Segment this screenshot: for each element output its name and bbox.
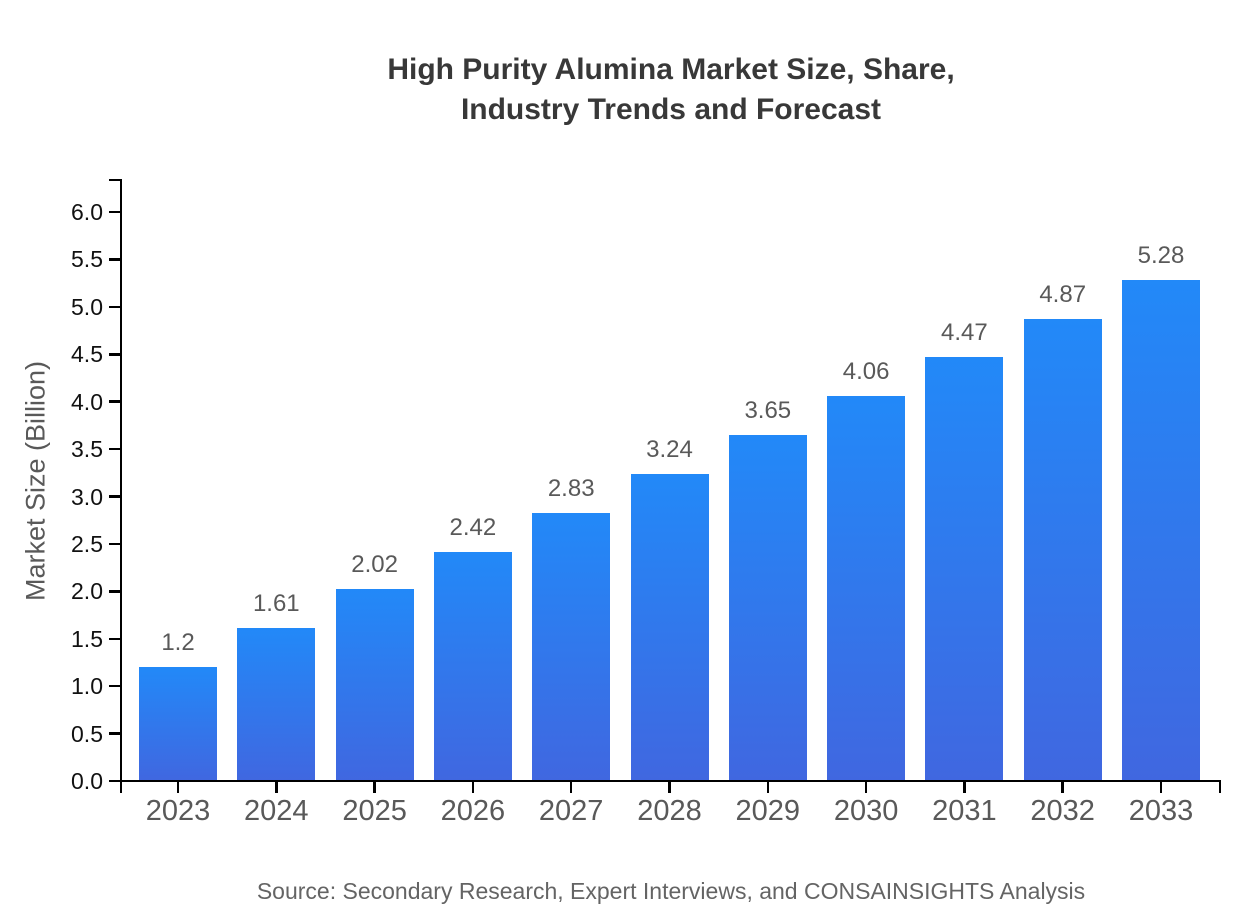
x-tick-label: 2027 [538,795,604,827]
y-tick-label: 0.5 [71,720,103,747]
y-axis-top-cap [109,178,121,182]
x-tick-mark [1061,781,1064,793]
bar-2027 [532,512,611,781]
bar-2025 [335,589,414,781]
x-tick-mark [471,781,475,793]
x-tick-mark [373,781,376,793]
bar-2024 [237,628,316,781]
bar-2032 [1023,319,1102,781]
x-tick-mark [275,781,278,793]
x-tick-mark [569,781,573,793]
bar-2026 [433,551,512,781]
bar-value-label: 3.65 [744,396,792,424]
bar-value-label: 4.87 [1039,281,1087,309]
y-tick-mark [109,637,121,640]
y-tick-label: 5.0 [71,293,103,320]
y-tick-mark [109,353,121,356]
y-tick-label: 5.5 [71,246,103,273]
x-axis-right-cap [1218,779,1221,793]
y-tick-mark [109,258,121,261]
x-tick-mark [864,781,868,793]
y-tick-mark [109,305,121,309]
y-tick-label: 3.0 [71,483,103,510]
y-tick-label: 3.5 [71,436,103,463]
y-tick-mark [109,542,121,546]
bar-2033 [1122,280,1200,781]
bar-2031 [925,357,1004,781]
bar-2030 [827,395,906,781]
x-tick-mark [176,781,180,793]
x-tick-label: 2033 [1128,795,1194,827]
x-tick-label: 2024 [244,795,309,827]
x-tick-mark [1159,781,1163,793]
x-tick-label: 2030 [833,795,899,827]
bar-value-label: 2.42 [449,513,497,541]
bar-value-label: 1.61 [252,590,300,618]
bar-value-label: 3.24 [646,435,693,463]
source-note: Source: Secondary Research, Expert Inter… [256,878,1086,904]
bar-value-label: 2.02 [351,551,398,579]
bar-value-label: 2.83 [547,474,595,502]
bar-2028 [630,473,709,781]
y-tick-label: 1.0 [71,673,103,700]
x-tick-label: 2025 [342,795,407,827]
x-tick-mark [766,781,770,793]
y-tick-label: 6.0 [71,199,103,225]
y-tick-label: 4.0 [71,388,103,415]
y-tick-mark [109,210,121,214]
y-tick-mark [109,400,121,403]
x-axis-line [109,779,1221,783]
x-tick-label: 2028 [637,795,702,827]
y-tick-label: 1.5 [71,625,103,652]
bar-value-label: 4.47 [941,319,988,347]
y-tick-mark [109,684,121,688]
x-tick-label: 2026 [440,795,506,827]
x-tick-label: 2032 [1030,795,1095,827]
y-tick-mark [109,495,121,498]
y-tick-mark [109,732,121,735]
y-axis-spine [119,178,123,793]
y-tick-label: 4.5 [71,341,103,368]
x-tick-label: 2023 [145,795,211,827]
x-tick-label: 2031 [932,795,997,827]
bar-2029 [728,434,807,781]
bar-value-label: 4.06 [842,357,890,385]
bar-2023 [139,667,217,781]
x-tick-mark [963,781,966,793]
y-tick-mark [109,590,121,593]
bar-value-label: 1.2 [161,629,195,657]
y-tick-mark [109,447,121,451]
y-tick-label: 2.0 [71,578,103,605]
y-tick-label: 0.0 [71,768,103,794]
y-tick-label: 2.5 [71,530,103,557]
bar-value-label: 5.28 [1137,242,1185,270]
x-tick-label: 2029 [735,795,801,827]
x-tick-mark [668,781,671,793]
chart-title: High Purity Alumina Market Size, Share, … [387,53,955,126]
